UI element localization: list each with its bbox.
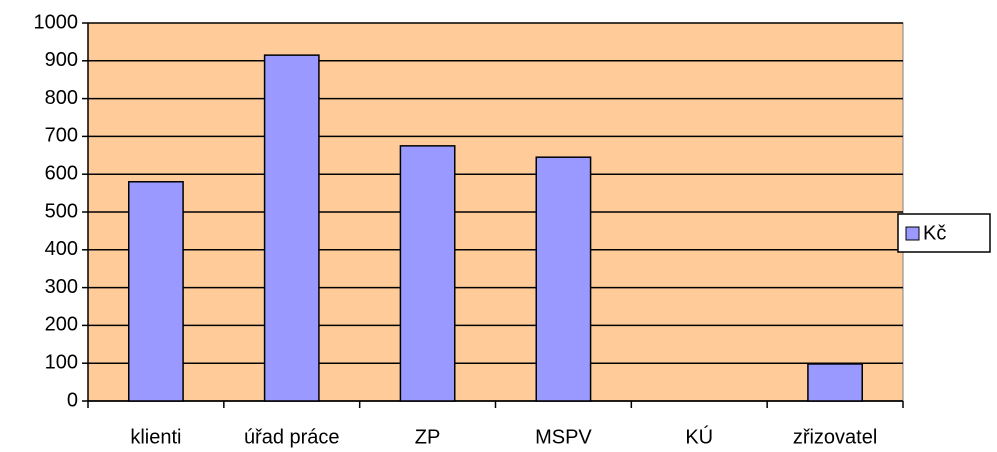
y-tick-label: 700: [45, 125, 78, 147]
bar: [263, 54, 320, 402]
bar: [128, 181, 184, 402]
x-tick-label: klienti: [130, 426, 181, 448]
y-tick-label: 300: [45, 276, 78, 298]
y-tick-label: 0: [67, 389, 78, 411]
y-tick-label: 500: [45, 200, 78, 222]
y-tick-label: 600: [45, 162, 78, 184]
y-tick-label: 900: [45, 49, 78, 71]
x-tick-label: KÚ: [685, 425, 713, 448]
x-tick-label: úřad práce: [244, 426, 340, 448]
y-tick-label: 1000: [34, 11, 79, 33]
y-tick-label: 100: [45, 351, 78, 373]
y-tick-label: 400: [45, 238, 78, 260]
legend-swatch: [905, 226, 920, 241]
y-tick-label: 200: [45, 314, 78, 336]
legend-box: [897, 213, 991, 253]
bar: [535, 156, 592, 402]
y-tick-label: 800: [45, 87, 78, 109]
x-tick-label: ZP: [415, 426, 441, 448]
bar: [807, 363, 864, 402]
x-tick-label: zřizovatel: [793, 426, 877, 448]
bar: [399, 145, 456, 402]
x-tick-label: MSPV: [535, 426, 592, 448]
legend-label: Kč: [923, 222, 946, 244]
